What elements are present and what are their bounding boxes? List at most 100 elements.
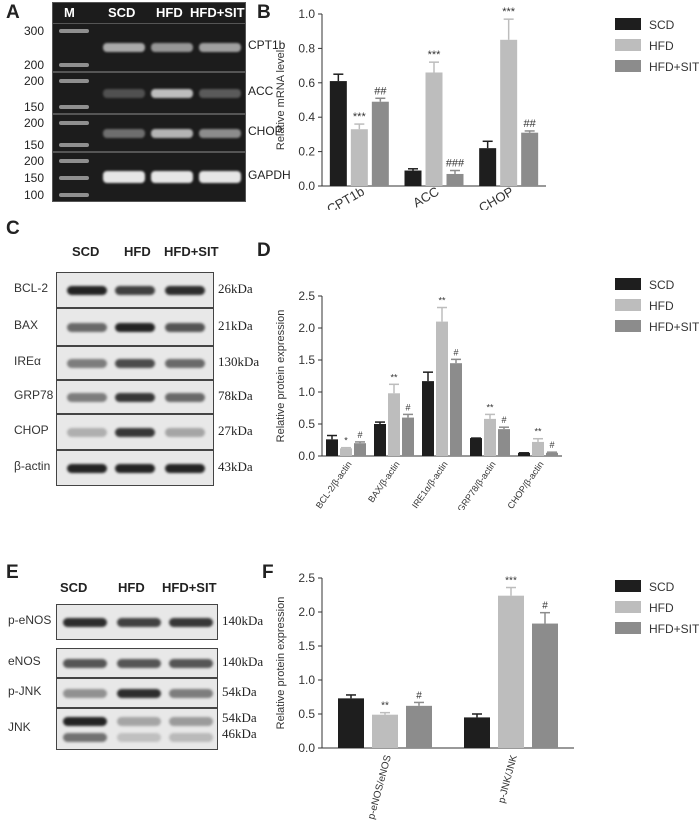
blot-band: [169, 617, 213, 627]
y-tick-label: 1.0: [298, 7, 315, 21]
blot-band: [165, 463, 205, 473]
blot-lane-label: HFD+SIT: [164, 244, 219, 259]
blot-band: [115, 285, 155, 295]
size-marker: 200: [23, 116, 44, 130]
gel-band: [151, 171, 193, 183]
blot-kda-label: 27kDa: [218, 423, 253, 438]
ladder-band: [59, 193, 89, 197]
blot-lane-label: HFD: [124, 244, 151, 259]
blot-band: [115, 358, 155, 368]
gel-band: [103, 42, 145, 52]
significance-label: ***: [428, 49, 442, 61]
y-axis-label: Relative protein expression: [275, 597, 287, 730]
legend-swatch: [615, 601, 641, 613]
blot-lane-label: HFD+SIT: [162, 580, 217, 595]
panel-letter-d: D: [257, 240, 271, 261]
blot-band: [117, 617, 161, 627]
legend-label: HFD+SIT: [649, 320, 699, 334]
gel-band: [103, 171, 145, 183]
blot-band: [67, 463, 107, 473]
category-label: CHOP: [476, 184, 516, 210]
significance-label: **: [381, 701, 389, 712]
blot-strip: [56, 708, 218, 750]
gel-band: [199, 171, 241, 183]
blot-lane-label: HFD: [118, 580, 145, 595]
bar: [338, 698, 364, 748]
y-tick-label: 0.8: [298, 41, 315, 55]
panel-letter-e: E: [6, 562, 19, 583]
ladder-band: [59, 159, 89, 163]
bar: [532, 441, 544, 456]
size-marker: 200: [23, 74, 44, 88]
significance-label: #: [542, 601, 548, 612]
significance-label: ##: [374, 85, 387, 97]
gel-strip: [52, 22, 246, 72]
y-tick-label: 1.0: [298, 385, 315, 399]
gel-band: [199, 128, 241, 138]
blot-band: [117, 688, 161, 698]
gel-lane-label: HFD: [156, 5, 183, 20]
blot-band: [67, 322, 107, 332]
y-tick-label: 0.0: [298, 741, 315, 755]
blot-band: [169, 716, 213, 726]
significance-label: ***: [353, 111, 367, 123]
gel-band: [103, 88, 145, 98]
significance-label: **: [486, 402, 494, 412]
bar: [388, 393, 400, 456]
gel-strip: [52, 114, 246, 152]
y-tick-label: 0.5: [298, 417, 315, 431]
blot-band: [63, 617, 107, 627]
blot-strip: [56, 414, 214, 450]
blot-kda-label: 21kDa: [218, 318, 253, 333]
blot-kda-label: 54kDa: [222, 684, 257, 699]
ladder-band: [59, 143, 89, 147]
legend-swatch: [615, 278, 641, 290]
category-label: CHOP/β-actin: [506, 459, 546, 510]
legend-swatch: [615, 580, 641, 592]
blot-band: [63, 733, 107, 743]
blot-band: [63, 688, 107, 698]
bar: [329, 81, 347, 186]
blot-band: [165, 427, 205, 437]
y-tick-label: 0.4: [298, 110, 315, 124]
blot-band: [115, 322, 155, 332]
significance-label: ***: [505, 576, 517, 587]
blot-kda-label: 54kDa: [222, 710, 257, 725]
significance-label: **: [390, 372, 398, 382]
blot-row-label: p-JNK: [8, 684, 42, 698]
blot-row-label: eNOS: [8, 654, 41, 668]
blot-band: [165, 392, 205, 402]
blot-row-label: BAX: [14, 318, 39, 332]
legend-swatch: [615, 60, 641, 72]
blot-band: [165, 358, 205, 368]
blot-band: [67, 427, 107, 437]
blot-kda-label: 140kDa: [222, 654, 264, 669]
blot-kda-label: 46kDa: [222, 726, 257, 741]
blot-band: [117, 658, 161, 668]
gel-row-label: GAPDH: [248, 168, 291, 182]
bar: [425, 72, 443, 186]
blot-row-label: JNK: [8, 720, 31, 734]
y-tick-label: 2.5: [298, 289, 315, 303]
chart-d: 0.0 0.5 1.0 1.5 2.0 2.5 Relative protein expre…: [275, 278, 699, 510]
blot-band: [67, 358, 107, 368]
bar: [498, 429, 510, 456]
category-label: GRP78/β-actin: [455, 459, 497, 510]
blot-row-label: β-actin: [14, 459, 51, 473]
legend-swatch: [615, 39, 641, 51]
legend-label: SCD: [649, 580, 675, 594]
bar: [422, 381, 434, 456]
blot-kda-label: 140kDa: [222, 613, 264, 628]
blot-strip: [56, 272, 214, 308]
gel-lane-label: HFD+SIT: [190, 5, 245, 20]
legend-label: SCD: [649, 18, 675, 32]
y-tick-label: 2.0: [298, 605, 315, 619]
blot-kda-label: 78kDa: [218, 388, 253, 403]
category-label: p-JNK/JNK: [496, 754, 520, 805]
size-marker: 200: [23, 154, 44, 168]
chart-f: 0.0 0.5 1.0 1.5 2.0 2.5 Relative protein expre…: [275, 571, 699, 821]
size-marker: 150: [23, 138, 44, 152]
blot-strip: [56, 678, 218, 708]
significance-label: #: [416, 690, 422, 701]
y-tick-label: 2.5: [298, 571, 315, 585]
